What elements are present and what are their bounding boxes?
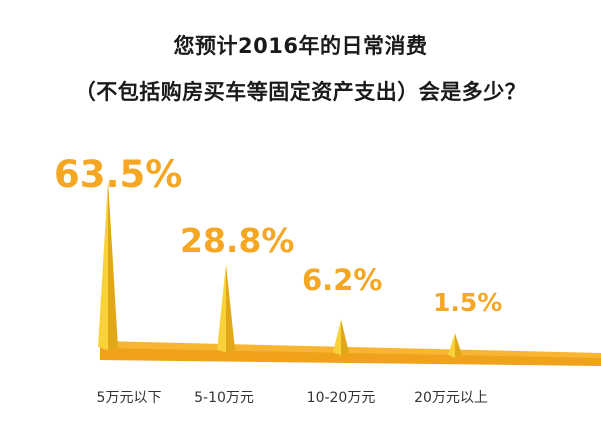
data-label-3: 6.2% bbox=[302, 263, 382, 297]
bar-4-dark-face bbox=[455, 333, 462, 358]
chart-title-line-2: （不包括购房买车等固定资产支出）会是多少？ bbox=[74, 80, 527, 104]
category-label-4: 20万元以上 bbox=[414, 390, 488, 406]
bar-2 bbox=[217, 264, 235, 353]
bar-3-light-face bbox=[333, 319, 341, 356]
bar-1-light-face bbox=[98, 179, 108, 351]
bar-4-light-face bbox=[448, 333, 455, 358]
bar-1-dark-face bbox=[108, 179, 118, 351]
bar-1 bbox=[98, 179, 118, 351]
bar-2-dark-face bbox=[226, 264, 235, 353]
data-label-2: 28.8% bbox=[180, 221, 295, 260]
data-label-1: 63.5% bbox=[54, 153, 182, 196]
chart-title-line-1: 您预计2016年的日常消费 bbox=[173, 34, 428, 58]
bar-3 bbox=[333, 319, 349, 356]
data-label-4: 1.5% bbox=[433, 288, 502, 317]
bar-3-dark-face bbox=[341, 319, 349, 356]
bar-4 bbox=[448, 333, 462, 358]
bar-2-light-face bbox=[217, 264, 226, 353]
category-label-2: 5-10万元 bbox=[194, 390, 254, 406]
category-label-1: 5万元以下 bbox=[97, 390, 162, 406]
category-label-3: 10-20万元 bbox=[307, 390, 376, 406]
